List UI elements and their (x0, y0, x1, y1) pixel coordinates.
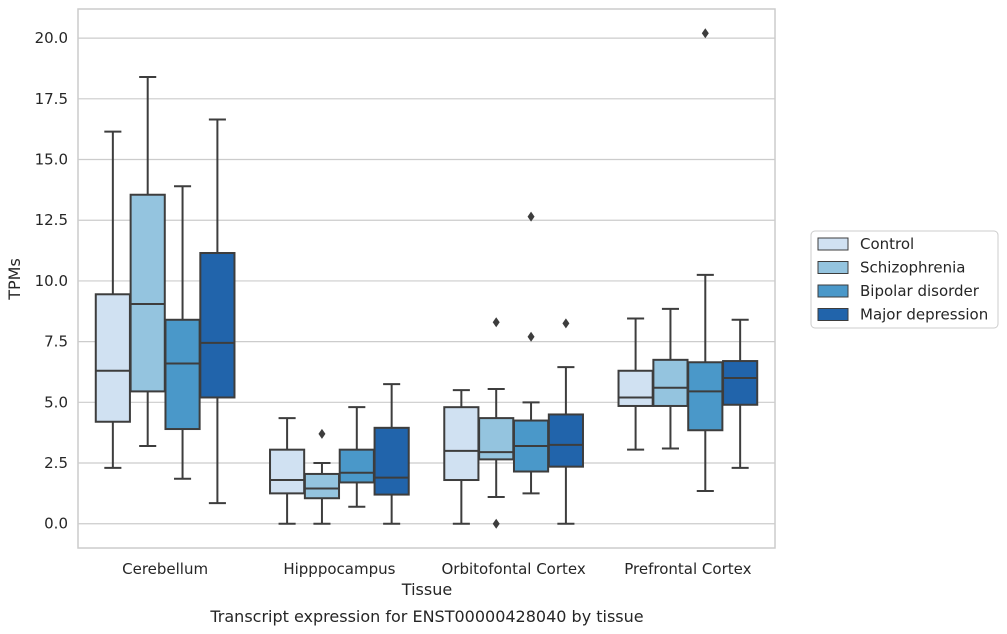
y-tick-label: 15.0 (35, 151, 68, 169)
outlier-point (527, 211, 535, 222)
box-iqr (478, 417, 515, 461)
y-tick-label: 10.0 (35, 272, 68, 290)
box-1-0 (269, 417, 306, 525)
legend-swatch (817, 284, 849, 298)
y-tick-label: 2.5 (44, 454, 68, 472)
legend: Control Schizophrenia Bipolar disorder Majo… (810, 230, 999, 329)
box-1-1 (303, 428, 341, 525)
legend-frame (810, 230, 999, 329)
box-2-2 (512, 211, 550, 495)
outlier-point (527, 331, 535, 342)
plot-area (94, 28, 759, 529)
box-iqr (338, 448, 375, 484)
x-tick-label: Hipppocampus (283, 560, 395, 578)
legend-swatch (817, 308, 849, 321)
box-2-3 (547, 318, 584, 525)
x-tick-label: Cerebellum (122, 560, 208, 578)
legend-label: Schizophrenia (860, 259, 965, 277)
outlier-point (318, 428, 326, 439)
x-axis: Cerebellum Hipppocampus Orbitofontal Corte… (122, 560, 751, 578)
box-0-0 (94, 130, 131, 469)
box-iqr (617, 369, 654, 407)
box-iqr (373, 426, 410, 496)
y-axis: 0.0 2.5 5.0 7.5 10.0 12.5 15.0 17.5 20.0 (35, 29, 68, 533)
box-iqr (722, 360, 759, 406)
box-3-0 (617, 317, 654, 451)
y-axis-label: TPMs (5, 258, 24, 301)
box-iqr (129, 193, 166, 393)
box-0-3 (199, 118, 236, 505)
box-iqr (443, 406, 480, 482)
legend-label: Bipolar disorder (860, 282, 980, 300)
x-tick-label: Prefrontal Cortex (624, 560, 751, 578)
plot-frame (77, 8, 776, 549)
legend-swatch (817, 237, 849, 251)
box-iqr (164, 318, 201, 431)
box-iqr (687, 361, 724, 432)
legend-label: Control (860, 235, 914, 253)
box-3-3 (722, 318, 759, 469)
box-iqr (199, 252, 236, 399)
y-tick-label: 5.0 (44, 393, 68, 411)
outlier-point (492, 317, 500, 328)
outlier-point (701, 28, 709, 39)
x-axis-label: Tissue (401, 580, 452, 599)
box-iqr (94, 293, 131, 423)
x-tick-label: Orbitofontal Cortex (442, 560, 586, 578)
box-0-2 (164, 185, 201, 480)
box-iqr (303, 472, 341, 500)
box-iqr (652, 358, 689, 407)
box-3-2 (687, 28, 724, 492)
box-3-1 (652, 307, 689, 450)
box-2-0 (443, 389, 480, 525)
box-0-1 (129, 75, 166, 448)
y-tick-label: 7.5 (44, 333, 68, 351)
chart-caption: Transcript expression for ENST0000042804… (209, 607, 643, 626)
outlier-point (562, 318, 570, 329)
y-tick-label: 12.5 (35, 211, 68, 229)
box-iqr (269, 448, 306, 495)
box-1-3 (373, 383, 410, 525)
y-tick-label: 0.0 (44, 515, 68, 533)
y-tick-label: 20.0 (35, 29, 68, 47)
legend-swatch (817, 261, 849, 274)
legend-label: Major depression (860, 306, 988, 324)
box-2-1 (478, 317, 515, 529)
box-iqr (547, 413, 584, 468)
box-1-2 (338, 406, 375, 508)
y-tick-label: 17.5 (35, 90, 68, 108)
outlier-point (492, 518, 500, 529)
